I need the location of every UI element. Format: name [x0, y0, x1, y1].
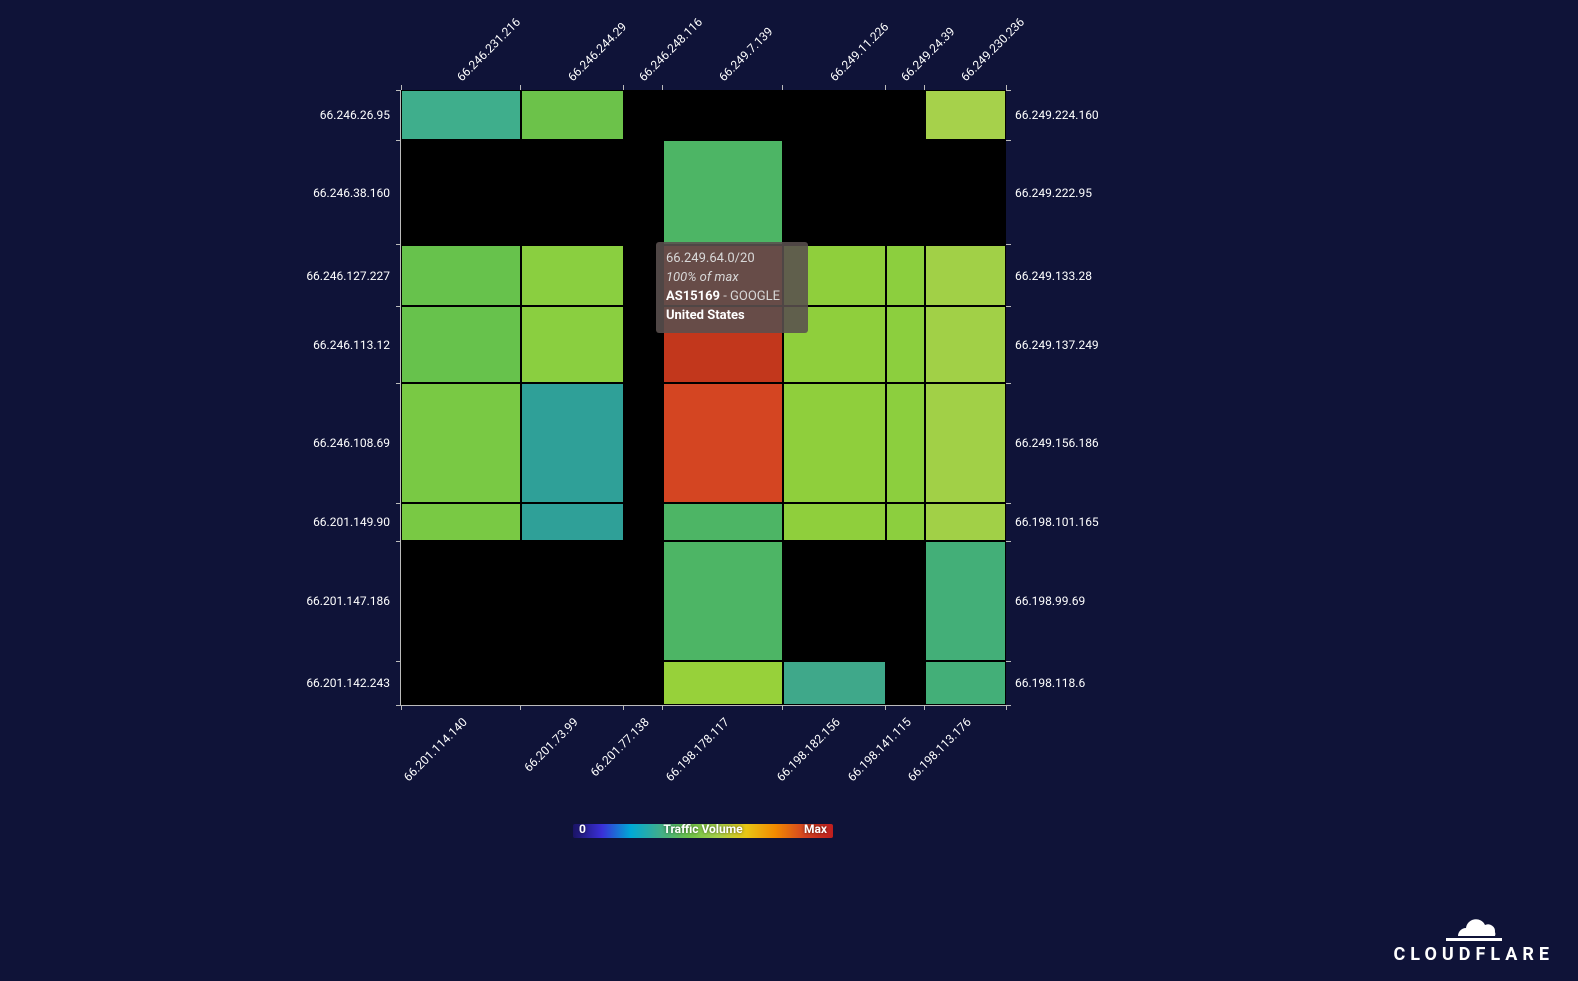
heatmap-cell[interactable] — [624, 140, 663, 245]
heatmap-cell[interactable] — [401, 306, 521, 383]
heatmap-cell[interactable] — [783, 383, 886, 503]
top-axis-label: 66.249.230.236 — [959, 15, 1028, 84]
heatmap-cell[interactable] — [783, 661, 886, 705]
heatmap-cell[interactable] — [624, 541, 663, 661]
heatmap-cell[interactable] — [663, 90, 783, 140]
heatmap-cell[interactable] — [663, 383, 783, 503]
heatmap-cell[interactable] — [401, 541, 521, 661]
left-axis-label: 66.246.38.160 — [313, 186, 390, 200]
top-axis-label: 66.246.231.216 — [454, 15, 523, 84]
tooltip-asn: AS15169 — [666, 289, 720, 304]
heatmap-cell[interactable] — [925, 90, 1006, 140]
heatmap-cell[interactable] — [783, 541, 886, 661]
right-axis-label: 66.198.118.6 — [1015, 676, 1085, 690]
right-axis-label: 66.198.99.69 — [1015, 594, 1085, 608]
heatmap-cell[interactable] — [925, 383, 1006, 503]
heatmap-cell[interactable] — [401, 503, 521, 541]
heatmap-cell[interactable] — [521, 383, 624, 503]
heatmap-cell[interactable] — [521, 503, 624, 541]
bottom-axis-label: 66.201.73.99 — [500, 715, 581, 796]
color-legend: 0 Traffic Volume Max — [573, 822, 833, 840]
heatmap-cell[interactable] — [886, 245, 925, 307]
tooltip-asn-line: AS15169 - GOOGLE — [666, 288, 798, 307]
right-axis-label: 66.249.133.28 — [1015, 269, 1092, 283]
heatmap-cell[interactable] — [521, 90, 624, 140]
heatmap-cell[interactable] — [521, 306, 624, 383]
heatmap-cell[interactable] — [925, 140, 1006, 245]
heatmap-cell[interactable] — [663, 541, 783, 661]
heatmap-cell[interactable] — [663, 140, 783, 245]
left-axis-label: 66.201.142.243 — [306, 676, 390, 690]
heatmap-cell[interactable] — [624, 661, 663, 705]
tooltip-percent: 100% of max — [666, 269, 798, 288]
left-axis-label: 66.246.127.227 — [306, 269, 390, 283]
top-axis-label: 66.249.24.39 — [898, 24, 958, 84]
heatmap-cell[interactable] — [925, 541, 1006, 661]
heatmap-cell[interactable] — [783, 90, 886, 140]
heatmap-cell[interactable] — [624, 90, 663, 140]
heatmap-cell[interactable] — [521, 140, 624, 245]
top-axis-labels: 66.246.231.216 66.246.244.2966.246.248.11… — [400, 0, 1005, 90]
legend-title: Traffic Volume — [573, 822, 833, 836]
right-axis-label: 66.249.137.249 — [1015, 338, 1099, 352]
heatmap-cell[interactable] — [886, 90, 925, 140]
top-axis-label: 66.249.7.139 — [716, 24, 776, 84]
cloudflare-logo: CLOUDFLARE — [1394, 916, 1554, 965]
heatmap-cell[interactable] — [783, 503, 886, 541]
heatmap-cell[interactable] — [925, 503, 1006, 541]
top-axis-label: 66.246.248.116 — [636, 15, 705, 84]
top-axis-label: 66.246.244.29 — [565, 20, 629, 84]
heatmap-cell[interactable] — [663, 661, 783, 705]
heatmap-cell[interactable] — [783, 140, 886, 245]
tooltip-cidr: 66.249.64.0/20 — [666, 250, 798, 269]
heatmap-cell[interactable] — [401, 140, 521, 245]
heatmap-cell[interactable] — [521, 245, 624, 307]
heatmap-cell[interactable] — [925, 306, 1006, 383]
heatmap-cell[interactable] — [663, 503, 783, 541]
left-axis-label: 66.201.147.186 — [306, 594, 390, 608]
bottom-axis-label: 66.198.182.156 — [762, 715, 843, 796]
bottom-axis-label: 66.201.114.140 — [389, 715, 470, 796]
heatmap-cell[interactable] — [521, 661, 624, 705]
right-axis-label: 66.249.156.186 — [1015, 436, 1099, 450]
brand-text: CLOUDFLARE — [1394, 944, 1554, 965]
heatmap-grid — [400, 90, 1006, 706]
right-axis-label: 66.198.101.165 — [1015, 515, 1099, 529]
heatmap-cell[interactable] — [401, 245, 521, 307]
cell-tooltip: 66.249.64.0/20 100% of max AS15169 - GOO… — [656, 242, 808, 333]
right-axis-label: 66.249.222.95 — [1015, 186, 1092, 200]
heatmap-cell[interactable] — [886, 541, 925, 661]
left-axis-labels: 66.246.26.95 66.246.38.160 66.246.127.227 6… — [0, 90, 395, 705]
heatmap-cell[interactable] — [521, 541, 624, 661]
bottom-axis-label: 66.198.178.117 — [651, 715, 732, 796]
heatmap-cell[interactable] — [624, 503, 663, 541]
heatmap-cell[interactable] — [401, 383, 521, 503]
heatmap-cell[interactable] — [886, 503, 925, 541]
heatmap-cell[interactable] — [624, 383, 663, 503]
tooltip-asn-name: - GOOGLE — [723, 289, 780, 304]
heatmap-cell[interactable] — [401, 661, 521, 705]
right-axis-labels: 66.249.224.160 66.249.222.95 66.249.133.28… — [1010, 90, 1310, 705]
cloud-icon — [1446, 916, 1502, 942]
heatmap-cell[interactable] — [925, 245, 1006, 307]
tooltip-country: United States — [666, 307, 798, 326]
heatmap-cell[interactable] — [401, 90, 521, 140]
heatmap-cell[interactable] — [886, 661, 925, 705]
top-axis-label: 66.249.11.226 — [827, 20, 891, 84]
right-axis-label: 66.249.224.160 — [1015, 108, 1099, 122]
left-axis-label: 66.246.108.69 — [313, 436, 390, 450]
left-axis-label: 66.246.26.95 — [320, 108, 390, 122]
bottom-axis-label: 66.201.77.138 — [572, 715, 653, 796]
legend-max-label: Max — [804, 822, 827, 836]
heatmap-cell[interactable] — [886, 140, 925, 245]
left-axis-label: 66.201.149.90 — [313, 515, 390, 529]
heatmap-cell[interactable] — [886, 383, 925, 503]
heatmap-cell[interactable] — [925, 661, 1006, 705]
left-axis-label: 66.246.113.12 — [313, 338, 390, 352]
heatmap-cell[interactable] — [886, 306, 925, 383]
